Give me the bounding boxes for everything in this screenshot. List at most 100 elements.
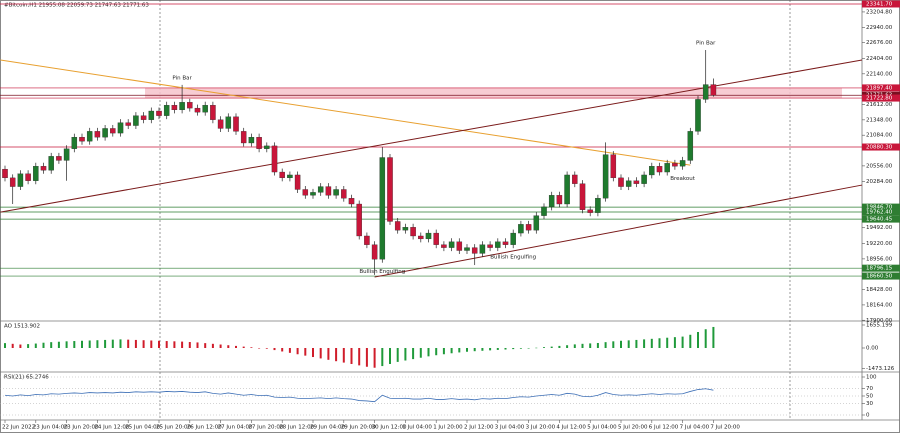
- candle-body: [40, 166, 47, 171]
- candle-body: [48, 156, 54, 171]
- ao-bar: [373, 347, 376, 368]
- candle-body: [649, 166, 655, 176]
- level-label: 23341.70: [866, 1, 893, 7]
- x-tick-label: 3 Jul 20:00: [526, 425, 556, 431]
- ao-bar: [604, 342, 607, 348]
- ao-bar: [512, 347, 515, 350]
- x-tick-label: 7 Jul 04:00: [680, 425, 710, 431]
- ao-bar: [519, 347, 522, 349]
- level-label: 18660.50: [866, 274, 893, 280]
- candle-body: [702, 84, 709, 100]
- candle-body: [433, 232, 439, 245]
- x-tick-label: 2 Jul 12:00: [464, 425, 494, 431]
- candle-body: [379, 157, 386, 260]
- ao-bar: [65, 341, 68, 348]
- ao-bar: [88, 340, 91, 348]
- ao-bar: [473, 347, 476, 352]
- y-tick-label: 23204.80: [866, 9, 893, 15]
- ao-bar: [681, 336, 684, 348]
- ao-bar: [342, 347, 345, 363]
- ao-bar: [466, 347, 468, 352]
- candle-body: [148, 110, 155, 120]
- ao-bar: [50, 342, 53, 348]
- y-tick-label: 100: [866, 375, 877, 381]
- ao-bar: [188, 342, 191, 348]
- candle-body: [356, 203, 362, 237]
- ao-bar: [650, 338, 653, 348]
- candle-body: [240, 131, 247, 144]
- y-tick-label: 22404.00: [866, 56, 893, 62]
- ao-bar: [581, 343, 584, 348]
- candle-body: [402, 227, 409, 231]
- candle-body: [587, 209, 593, 213]
- candle-body: [418, 235, 424, 240]
- ao-bar: [250, 347, 253, 348]
- ao-bar: [358, 347, 361, 366]
- ao-bar: [381, 347, 384, 367]
- candle-body: [371, 244, 378, 260]
- ao-bar: [312, 347, 314, 358]
- ao-bar: [150, 340, 153, 348]
- ao-bar: [335, 347, 338, 362]
- candle-body: [510, 232, 516, 245]
- candle-body: [479, 244, 486, 254]
- candle-body: [341, 189, 347, 199]
- candle-body: [287, 174, 293, 179]
- y-tick-label: 22676.00: [866, 40, 893, 46]
- candle-body: [525, 224, 532, 231]
- x-tick-label: 27 Jun 20:00: [248, 425, 283, 431]
- level-label: 19762.40: [866, 210, 893, 216]
- candle-body: [63, 148, 70, 161]
- ao-bar: [111, 339, 114, 348]
- y-tick-label: 30: [866, 401, 873, 407]
- candle-body: [79, 137, 85, 142]
- candle-body: [548, 195, 555, 208]
- level-box: [862, 264, 900, 272]
- ao-bar: [535, 347, 538, 349]
- ao-bar: [181, 341, 184, 348]
- candle-body: [2, 168, 8, 179]
- y-tick-label: 50: [866, 394, 873, 400]
- candle-body: [163, 105, 170, 116]
- candle-body: [502, 241, 509, 245]
- level-box: [862, 208, 900, 216]
- candle-body: [394, 221, 401, 231]
- ao-bar: [142, 340, 145, 348]
- candle-body: [302, 189, 309, 196]
- ao-bar: [304, 347, 307, 356]
- ao-bar: [42, 342, 45, 348]
- ao-bar: [196, 342, 199, 348]
- level-label: 18796.15: [866, 266, 893, 272]
- candle-body: [171, 105, 178, 111]
- supply-zone: [145, 87, 842, 99]
- candle-body: [495, 241, 501, 248]
- candle-body: [271, 145, 278, 173]
- candle-body: [140, 115, 147, 120]
- ao-bar: [219, 344, 222, 348]
- y-tick-label: 20284.00: [866, 179, 893, 185]
- candle-body: [310, 192, 316, 196]
- ao-bar: [419, 347, 422, 358]
- x-tick-label: 23 Jun 20:00: [64, 425, 99, 431]
- candle-body: [679, 160, 686, 167]
- ao-bar: [658, 338, 661, 348]
- x-tick-label: 25 Jun 20:00: [156, 425, 191, 431]
- y-tick-label: 18956.00: [866, 256, 893, 262]
- ao-bar: [4, 343, 6, 348]
- level-label: 21722.80: [866, 96, 893, 102]
- ao-bar: [489, 347, 492, 351]
- candle-body: [672, 163, 678, 167]
- ao-bar: [404, 347, 407, 361]
- ao-bar: [296, 347, 299, 355]
- candle-body: [233, 116, 239, 132]
- candle-body: [541, 206, 547, 216]
- candle-body: [602, 154, 609, 199]
- candle-body: [194, 107, 201, 113]
- ao-bar: [496, 347, 499, 350]
- candle-body: [202, 105, 208, 113]
- candle-body: [656, 166, 663, 173]
- y-tick-label: 0: [866, 413, 870, 419]
- y-tick-label: 20556.00: [866, 163, 893, 169]
- candle-body: [333, 189, 339, 196]
